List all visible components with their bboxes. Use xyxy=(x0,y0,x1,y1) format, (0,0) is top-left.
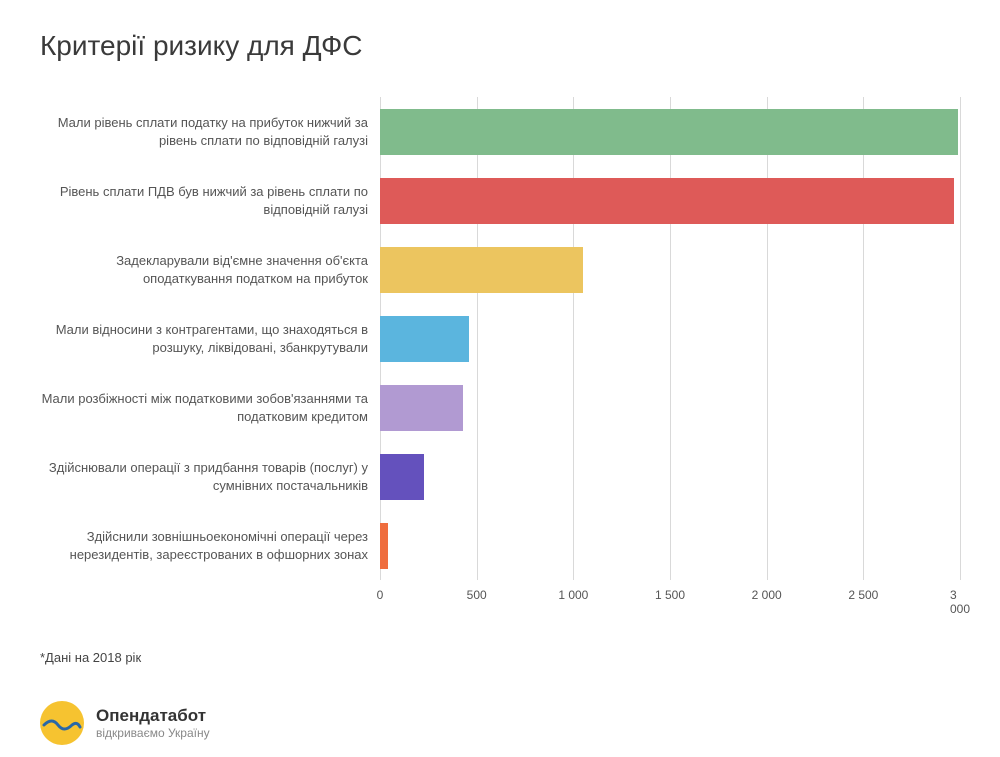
bar xyxy=(380,178,954,224)
x-tick-label: 3 000 xyxy=(950,588,970,616)
x-axis: 05001 0001 5002 0002 5003 000 xyxy=(380,580,960,610)
bar-row xyxy=(380,373,960,442)
bar xyxy=(380,247,583,293)
bar xyxy=(380,454,424,500)
bar-row xyxy=(380,304,960,373)
bar xyxy=(380,523,388,569)
x-tick-label: 2 000 xyxy=(752,588,782,602)
y-axis-label: Здійснювали операції з придбання товарів… xyxy=(40,442,380,511)
bars xyxy=(380,97,960,580)
bar-row xyxy=(380,166,960,235)
y-axis-label: Рівень сплати ПДВ був нижчий за рівень с… xyxy=(40,166,380,235)
y-axis-label: Задекларували від'ємне значення об'єкта … xyxy=(40,235,380,304)
plot-area: 05001 0001 5002 0002 5003 000 xyxy=(380,97,960,610)
y-axis-label: Мали розбіжності між податковими зобов'я… xyxy=(40,373,380,442)
footer: Опендатабот відкриваємо Україну xyxy=(40,701,960,745)
x-tick-label: 500 xyxy=(467,588,487,602)
bar xyxy=(380,385,463,431)
chart: Мали рівень сплати податку на прибуток н… xyxy=(40,97,960,610)
x-tick-label: 2 500 xyxy=(848,588,878,602)
y-axis-label: Здійснили зовнішньоекономічні операції ч… xyxy=(40,511,380,580)
footnote: *Дані на 2018 рік xyxy=(40,650,960,665)
logo-icon xyxy=(40,701,84,745)
chart-title: Критерії ризику для ДФС xyxy=(40,30,960,62)
bar-row xyxy=(380,97,960,166)
x-tick-label: 0 xyxy=(377,588,384,602)
y-axis-label: Мали рівень сплати податку на прибуток н… xyxy=(40,97,380,166)
x-tick-label: 1 000 xyxy=(558,588,588,602)
logo-tagline: відкриваємо Україну xyxy=(96,726,210,740)
bar xyxy=(380,109,958,155)
x-tick-label: 1 500 xyxy=(655,588,685,602)
grid-line xyxy=(960,97,961,580)
bar-row xyxy=(380,442,960,511)
logo-name: Опендатабот xyxy=(96,706,210,726)
bar-row xyxy=(380,235,960,304)
logo: Опендатабот відкриваємо Україну xyxy=(40,701,210,745)
y-axis-label: Мали відносини з контрагентами, що знахо… xyxy=(40,304,380,373)
bar-row xyxy=(380,511,960,580)
y-axis-labels: Мали рівень сплати податку на прибуток н… xyxy=(40,97,380,610)
bar xyxy=(380,316,469,362)
